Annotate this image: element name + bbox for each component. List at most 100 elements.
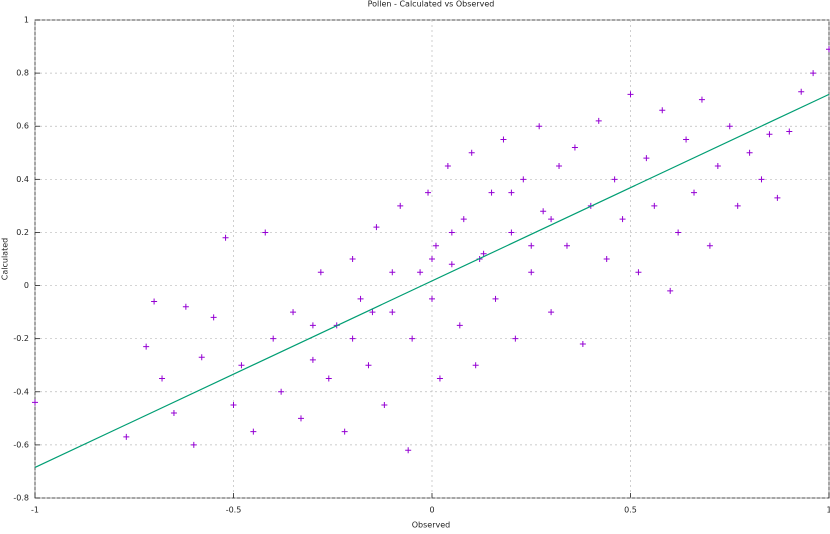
point	[698, 96, 705, 103]
point	[500, 136, 507, 143]
point	[341, 428, 348, 435]
point	[758, 176, 765, 183]
y-axis-label: Calculated	[1, 238, 10, 280]
point	[210, 314, 217, 321]
point	[480, 250, 487, 257]
point	[651, 202, 658, 209]
x-tick-label: -1	[31, 506, 39, 515]
point	[826, 46, 830, 53]
point	[389, 269, 396, 276]
point	[409, 335, 416, 342]
x-tick-label: -0.5	[226, 506, 242, 515]
y-tick-label: 0.8	[16, 69, 29, 78]
point	[810, 70, 817, 77]
y-tick-label: -0.6	[13, 440, 29, 449]
point	[349, 335, 356, 342]
y-tick-label: 1	[24, 16, 29, 25]
y-tick-label: 0	[24, 281, 29, 290]
point	[579, 340, 586, 347]
point	[468, 149, 475, 156]
point	[548, 309, 555, 316]
x-axis-label: Observed	[412, 521, 451, 530]
point	[436, 375, 443, 382]
point	[691, 189, 698, 196]
point	[448, 261, 455, 268]
point	[726, 123, 733, 130]
point	[170, 410, 177, 417]
point	[635, 269, 642, 276]
point	[508, 229, 515, 236]
point	[317, 269, 324, 276]
point	[746, 149, 753, 156]
point	[262, 229, 269, 236]
point	[373, 224, 380, 231]
point	[520, 176, 527, 183]
point	[381, 402, 388, 409]
point	[159, 375, 166, 382]
point	[619, 216, 626, 223]
point	[250, 428, 257, 435]
point	[444, 163, 451, 170]
point	[238, 362, 245, 369]
point	[675, 229, 682, 236]
point	[405, 447, 412, 454]
point	[798, 88, 805, 95]
point	[766, 131, 773, 138]
x-tick-label: 1	[826, 506, 830, 515]
point	[643, 155, 650, 162]
point	[417, 269, 424, 276]
point	[143, 343, 150, 350]
point	[222, 234, 229, 241]
point	[357, 295, 364, 302]
point	[389, 309, 396, 316]
point	[786, 128, 793, 135]
point	[528, 242, 535, 249]
point	[667, 287, 674, 294]
y-tick-label: -0.2	[13, 334, 29, 343]
point	[309, 356, 316, 363]
point	[429, 295, 435, 302]
point	[32, 399, 38, 406]
point	[397, 202, 404, 209]
point	[556, 163, 563, 170]
point	[512, 335, 519, 342]
x-tick-label: 0	[429, 506, 434, 515]
chart-title: Pollen - Calculated vs Observed	[368, 0, 495, 9]
point	[230, 402, 237, 409]
point	[627, 91, 634, 98]
fit-line	[34, 93, 830, 469]
point	[536, 123, 543, 130]
point	[425, 189, 432, 196]
point	[325, 375, 332, 382]
point	[290, 309, 297, 316]
point	[456, 322, 463, 329]
point	[182, 303, 189, 310]
point	[472, 362, 479, 369]
point	[151, 298, 158, 305]
point	[774, 194, 781, 201]
y-tick-label: -0.8	[13, 494, 29, 503]
point	[595, 117, 602, 124]
point	[309, 322, 316, 329]
point	[198, 354, 205, 361]
point	[540, 208, 547, 215]
point	[270, 335, 277, 342]
y-tick-label: 0.2	[16, 228, 29, 237]
point	[460, 216, 467, 223]
point	[683, 136, 690, 143]
point	[528, 269, 535, 276]
point	[548, 216, 555, 223]
point	[714, 163, 721, 170]
point	[603, 256, 610, 262]
point	[611, 176, 618, 183]
point	[488, 189, 495, 196]
point	[429, 256, 435, 262]
point	[432, 242, 439, 249]
point	[571, 144, 578, 151]
point	[349, 256, 356, 262]
point	[508, 189, 515, 196]
point	[369, 309, 376, 316]
y-tick-label: 0.6	[16, 122, 29, 131]
point	[190, 441, 197, 448]
